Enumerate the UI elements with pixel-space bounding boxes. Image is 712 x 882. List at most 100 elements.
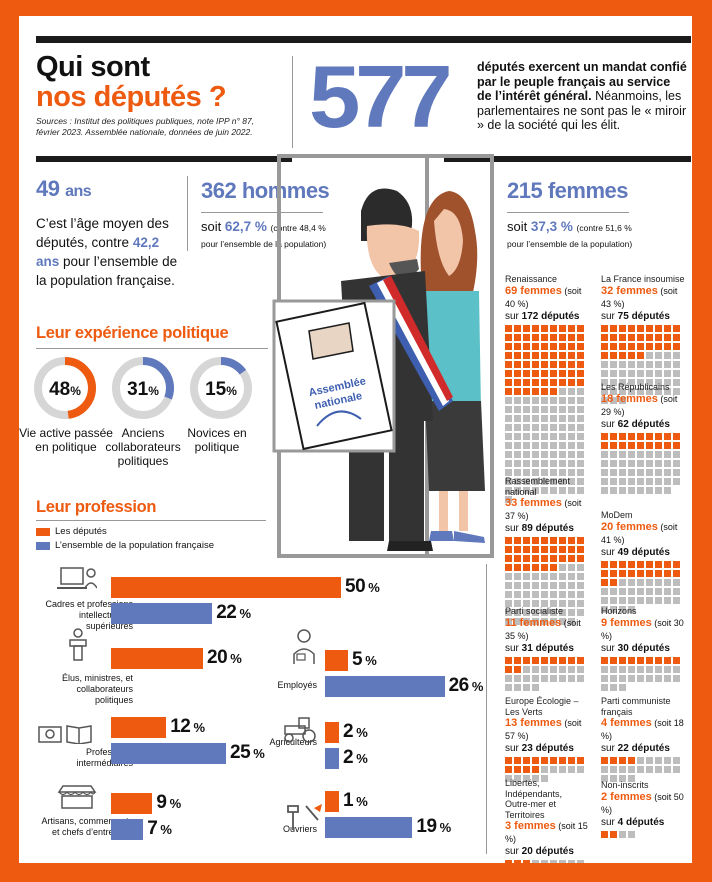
- seat-woman: [523, 324, 530, 332]
- seat-man: [550, 600, 557, 607]
- seat-man: [523, 618, 530, 625]
- seat-man: [601, 775, 608, 782]
- seat-woman: [628, 333, 635, 341]
- seat-man: [568, 860, 575, 863]
- seat-man: [514, 618, 521, 625]
- seat-woman: [550, 387, 557, 395]
- seat-man: [505, 468, 512, 476]
- seat-man: [550, 459, 557, 467]
- category-label: Ouvriers: [282, 824, 317, 834]
- seat-woman: [646, 324, 653, 332]
- seat-man: [568, 396, 575, 404]
- seat-woman: [619, 757, 626, 764]
- seat-man: [505, 486, 512, 494]
- seat-woman: [610, 351, 617, 359]
- seat-man: [550, 618, 557, 625]
- woman-leg-right: [459, 491, 468, 531]
- worker-icon: [293, 629, 315, 664]
- seat-man: [610, 766, 617, 773]
- seat-man: [673, 387, 680, 395]
- seat-woman: [637, 441, 644, 449]
- seat-woman: [550, 369, 557, 377]
- seat-man: [568, 468, 575, 476]
- seat-man: [646, 477, 653, 485]
- seat-man: [550, 405, 557, 413]
- seat-woman: [628, 324, 635, 332]
- seat-man: [577, 564, 584, 571]
- seat-man: [628, 587, 635, 595]
- seat-man: [673, 360, 680, 368]
- seat-man: [646, 459, 653, 467]
- ballot-arch: [316, 410, 362, 427]
- seat-man: [646, 766, 653, 773]
- seat-man: [610, 486, 617, 494]
- seat-man: [532, 775, 539, 782]
- seat-woman: [514, 860, 521, 863]
- seat-man: [505, 495, 512, 503]
- seat-man: [577, 609, 584, 616]
- seat-man: [505, 459, 512, 467]
- seat-woman: [532, 351, 539, 359]
- seat-woman: [532, 342, 539, 350]
- seat-man: [523, 396, 530, 404]
- seat-woman: [541, 342, 548, 350]
- seat-woman: [541, 757, 548, 764]
- bar-value-label: 25 %: [230, 742, 265, 763]
- seat-woman: [619, 333, 626, 341]
- party-block: Libertés, Indépendants, Outre-mer et Ter…: [505, 778, 589, 863]
- seat-woman: [619, 656, 626, 664]
- seat-man: [559, 477, 566, 485]
- intro-text: députés exercent un mandat confié par le…: [477, 60, 687, 133]
- bar-value-label: 20 %: [207, 647, 242, 668]
- seat-man: [532, 405, 539, 413]
- seat-man: [514, 775, 521, 782]
- bar-value-label: 7 %: [147, 818, 172, 839]
- seat-man: [637, 757, 644, 764]
- seat-man: [568, 423, 575, 431]
- bar-deputes: [325, 791, 339, 812]
- seat-man: [637, 378, 644, 386]
- seat-man: [514, 477, 521, 485]
- bar-value-label: 22 %: [216, 602, 251, 623]
- party-name: Rassemblement national: [505, 476, 571, 497]
- donut-value-1: 48%: [49, 379, 81, 400]
- seat-woman: [628, 656, 635, 664]
- seat-man: [619, 387, 626, 395]
- seat-woman: [514, 360, 521, 368]
- seat-man: [619, 486, 626, 494]
- seat-man: [601, 477, 608, 485]
- seat-woman: [619, 569, 626, 577]
- seat-woman: [628, 560, 635, 568]
- seat-woman: [523, 342, 530, 350]
- seat-man: [541, 609, 548, 616]
- donut-arc-3: [190, 357, 252, 419]
- seat-woman: [532, 656, 539, 664]
- seat-woman: [568, 351, 575, 359]
- seat-man: [514, 674, 521, 682]
- seat-man: [532, 600, 539, 607]
- seat-woman: [577, 757, 584, 764]
- seat-man: [610, 396, 617, 404]
- party-name: MoDem: [601, 510, 633, 520]
- experience-title: Leur expérience politique: [36, 324, 229, 342]
- seat-man: [628, 665, 635, 673]
- seat-man: [637, 578, 644, 586]
- seat-woman: [601, 441, 608, 449]
- legend-population: L’ensemble de la population française: [55, 540, 214, 551]
- seat-woman: [550, 360, 557, 368]
- seat-man: [664, 468, 671, 476]
- seat-man: [628, 477, 635, 485]
- seat-man: [655, 486, 662, 494]
- seat-woman: [505, 342, 512, 350]
- seat-man: [541, 432, 548, 440]
- category-label: Cadres et professions intellectuelles su…: [45, 599, 133, 631]
- seat-woman: [532, 360, 539, 368]
- party-name: Non-inscrits: [601, 780, 649, 790]
- seat-woman: [514, 546, 521, 553]
- party-seat-grid: [505, 757, 589, 782]
- seat-man: [601, 378, 608, 386]
- seat-woman: [577, 656, 584, 664]
- section-rule-right: [444, 156, 691, 162]
- page-title-line2: nos députés ?: [36, 81, 227, 113]
- seat-man: [628, 486, 635, 494]
